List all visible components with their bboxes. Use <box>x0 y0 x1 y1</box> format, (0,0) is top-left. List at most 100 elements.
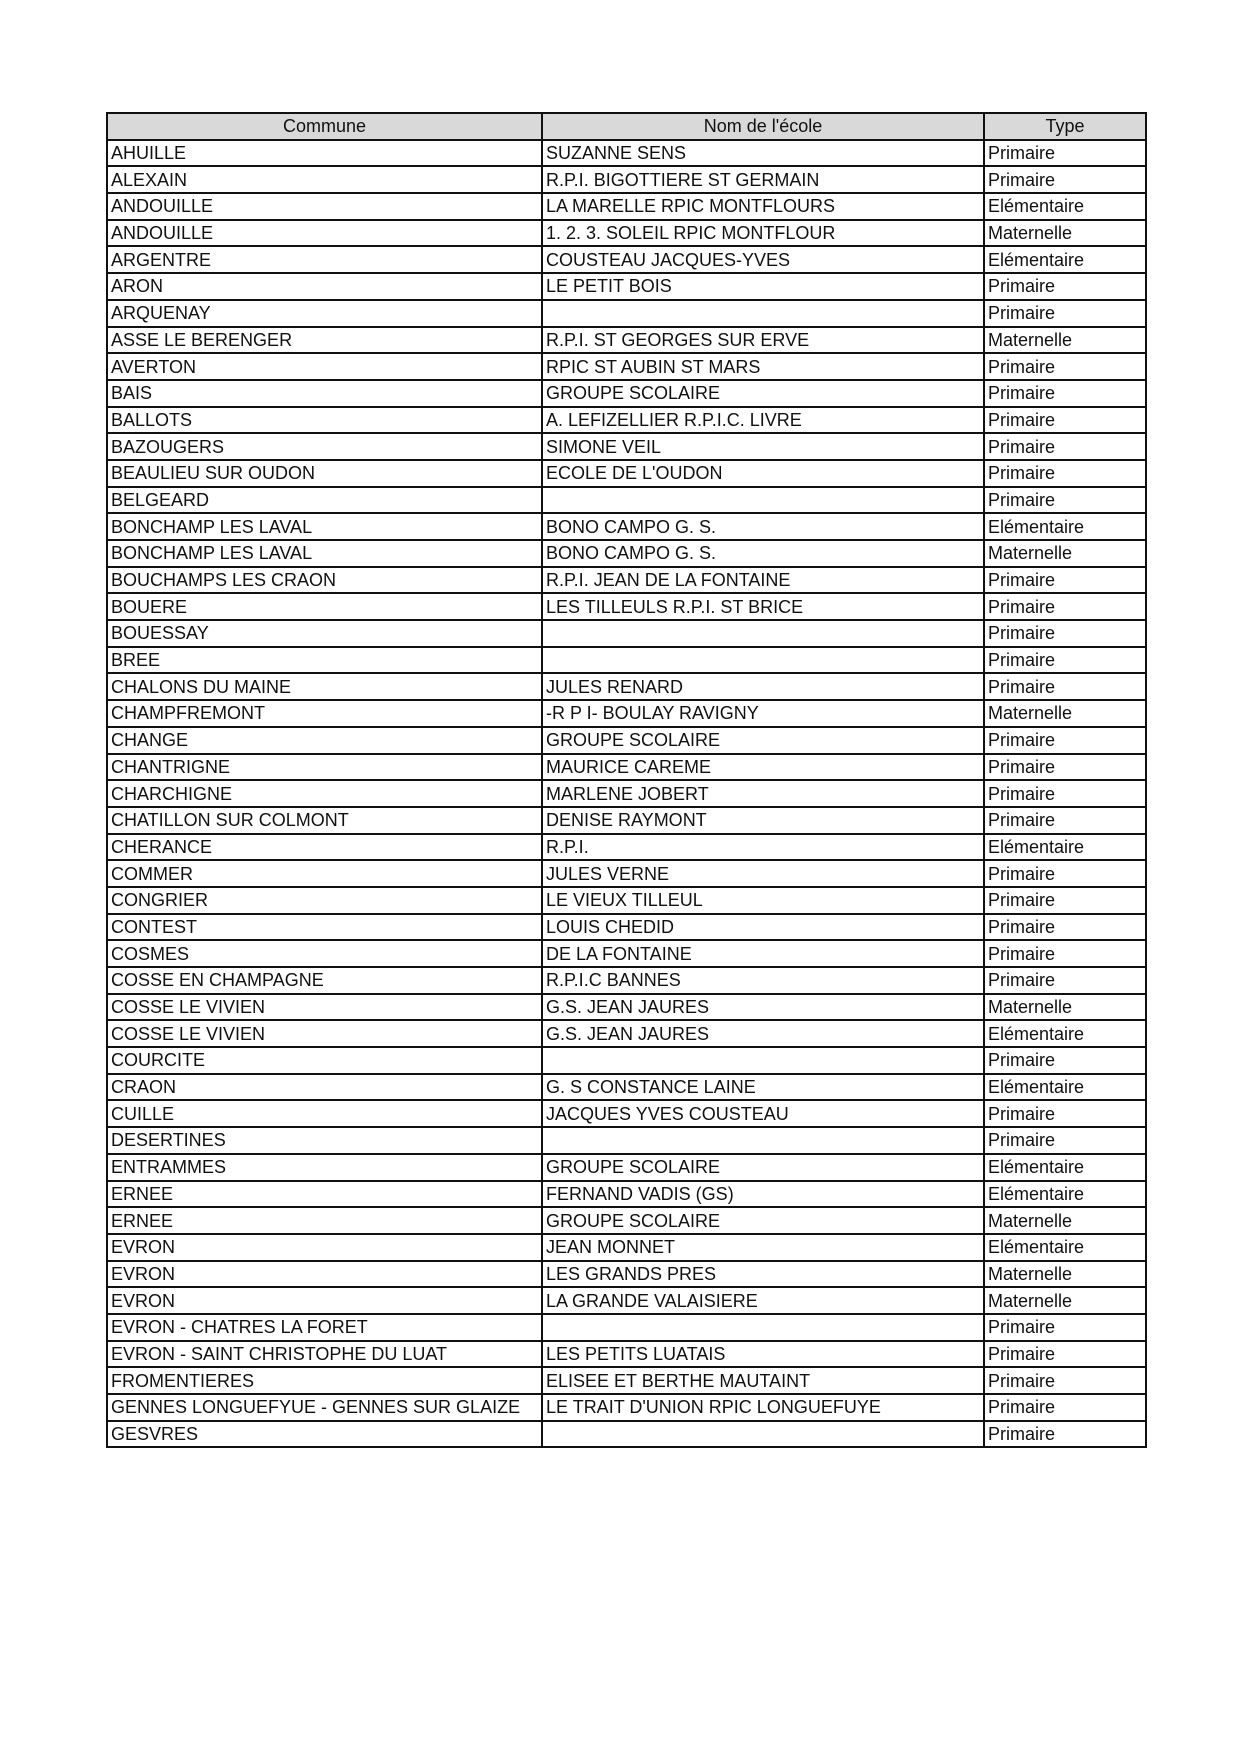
table-row: BONCHAMP LES LAVAL BONO CAMPO G. S. Matern… <box>106 539 1147 568</box>
table-row: BALLOTS A. LEFIZELLIER R.P.I.C. LIVRE Prim… <box>106 405 1147 435</box>
commune-cell: ARQUENAY <box>106 298 543 328</box>
header-type: Type <box>983 112 1147 141</box>
commune-cell: CHAMPFREMONT <box>106 699 543 728</box>
table-row: CONGRIER LE VIEUX TILLEUL Primaire <box>106 885 1147 915</box>
commune-cell: CHALONS DU MAINE <box>106 672 543 702</box>
schools-table: Commune Nom de l'école Type AHUILLE SUZAN… <box>106 112 1147 1449</box>
commune-cell: CHERANCE <box>106 832 543 862</box>
school-name-cell: GROUPE SCOLAIRE <box>541 1152 985 1182</box>
commune-cell: CHANTRIGNE <box>106 752 543 782</box>
commune-cell: ERNEE <box>106 1206 543 1235</box>
commune-cell: ARON <box>106 272 543 301</box>
school-name-cell: ECOLE DE L'OUDON <box>541 458 985 488</box>
school-name-cell: COUSTEAU JACQUES-YVES <box>541 245 985 275</box>
type-cell: Maternelle <box>983 1259 1147 1289</box>
commune-cell: AHUILLE <box>106 138 543 168</box>
type-cell: Primaire <box>983 619 1147 648</box>
type-cell: Primaire <box>983 165 1147 195</box>
table-row: ASSE LE BERENGER R.P.I. ST GEORGES SUR ER… <box>106 325 1147 355</box>
commune-cell: CHANGE <box>106 725 543 755</box>
commune-cell: COSSE EN CHAMPAGNE <box>106 966 543 995</box>
school-name-cell: SUZANNE SENS <box>541 138 985 168</box>
type-cell: Primaire <box>983 1419 1147 1449</box>
table-row: ARON LE PETIT BOIS Primaire <box>106 272 1147 301</box>
commune-cell: EVRON - SAINT CHRISTOPHE DU LUAT <box>106 1339 543 1369</box>
commune-cell: CONGRIER <box>106 885 543 915</box>
type-cell: Primaire <box>983 752 1147 782</box>
commune-cell: BREE <box>106 645 543 675</box>
type-cell: Primaire <box>983 1046 1147 1075</box>
table-row: ANDOUILLE LA MARELLE RPIC MONTFLOURS Eléme… <box>106 192 1147 221</box>
commune-cell: COSMES <box>106 939 543 968</box>
school-name-cell: LOUIS CHEDID <box>541 912 985 942</box>
school-name-cell: G.S. JEAN JAURES <box>541 992 985 1022</box>
commune-cell: BOUERE <box>106 592 543 622</box>
school-name-cell: GROUPE SCOLAIRE <box>541 1206 985 1235</box>
table-row: COSSE LE VIVIEN G.S. JEAN JAURES Maternell… <box>106 992 1147 1022</box>
table-row: BAZOUGERS SIMONE VEIL Primaire <box>106 432 1147 461</box>
school-name-cell: JACQUES YVES COUSTEAU <box>541 1099 985 1129</box>
commune-cell: ALEXAIN <box>106 165 543 195</box>
table-row: EVRON - CHATRES LA FORET Primaire <box>106 1312 1147 1342</box>
table-row: GENNES LONGUEFYUE - GENNES SUR GLAIZE LE … <box>106 1393 1147 1422</box>
table-row: BONCHAMP LES LAVAL BONO CAMPO G. S. Elémen… <box>106 512 1147 541</box>
commune-cell: CONTEST <box>106 912 543 942</box>
commune-cell: EVRON - CHATRES LA FORET <box>106 1312 543 1342</box>
table-row: BEAULIEU SUR OUDON ECOLE DE L'OUDON Primai… <box>106 458 1147 488</box>
school-name-cell: A. LEFIZELLIER R.P.I.C. LIVRE <box>541 405 985 435</box>
type-cell: Maternelle <box>983 1206 1147 1235</box>
commune-cell: EVRON <box>106 1286 543 1315</box>
table-row: BREE Primaire <box>106 645 1147 675</box>
commune-cell: GESVRES <box>106 1419 543 1449</box>
commune-cell: ENTRAMMES <box>106 1152 543 1182</box>
school-name-cell <box>541 645 985 675</box>
school-name-cell <box>541 1312 985 1342</box>
table-row: AVERTON RPIC ST AUBIN ST MARS Primaire <box>106 352 1147 381</box>
table-row: BAIS GROUPE SCOLAIRE Primaire <box>106 378 1147 408</box>
table-row: ENTRAMMES GROUPE SCOLAIRE Elémentaire <box>106 1152 1147 1182</box>
commune-cell: ASSE LE BERENGER <box>106 325 543 355</box>
commune-cell: ERNEE <box>106 1179 543 1209</box>
type-cell: Elémentaire <box>983 1179 1147 1209</box>
type-cell: Primaire <box>983 1099 1147 1129</box>
header-commune: Commune <box>106 112 543 141</box>
table-row: ERNEE GROUPE SCOLAIRE Maternelle <box>106 1206 1147 1235</box>
school-name-cell: LES TILLEULS R.P.I. ST BRICE <box>541 592 985 622</box>
type-cell: Maternelle <box>983 992 1147 1022</box>
table-row: BOUCHAMPS LES CRAON R.P.I. JEAN DE LA FON… <box>106 565 1147 595</box>
commune-cell: BALLOTS <box>106 405 543 435</box>
type-cell: Primaire <box>983 885 1147 915</box>
type-cell: Primaire <box>983 645 1147 675</box>
type-cell: Maternelle <box>983 699 1147 728</box>
table-row: CHALONS DU MAINE JULES RENARD Primaire <box>106 672 1147 702</box>
table-row: COMMER JULES VERNE Primaire <box>106 859 1147 888</box>
school-name-cell: G. S CONSTANCE LAINE <box>541 1072 985 1102</box>
type-cell: Elémentaire <box>983 245 1147 275</box>
school-name-cell: JULES RENARD <box>541 672 985 702</box>
table-row: CUILLE JACQUES YVES COUSTEAU Primaire <box>106 1099 1147 1129</box>
commune-cell: BAZOUGERS <box>106 432 543 461</box>
commune-cell: ANDOUILLE <box>106 192 543 221</box>
commune-cell: BAIS <box>106 378 543 408</box>
type-cell: Primaire <box>983 912 1147 942</box>
table-row: EVRON LA GRANDE VALAISIERE Maternelle <box>106 1286 1147 1315</box>
school-name-cell: BONO CAMPO G. S. <box>541 539 985 568</box>
school-name-cell: LES PETITS LUATAIS <box>541 1339 985 1369</box>
type-cell: Primaire <box>983 1312 1147 1342</box>
school-name-cell: GROUPE SCOLAIRE <box>541 725 985 755</box>
school-name-cell: DENISE RAYMONT <box>541 805 985 835</box>
commune-cell: CUILLE <box>106 1099 543 1129</box>
school-name-cell <box>541 1126 985 1155</box>
school-name-cell: LA GRANDE VALAISIERE <box>541 1286 985 1315</box>
type-cell: Maternelle <box>983 539 1147 568</box>
table-row: ARGENTRE COUSTEAU JACQUES-YVES Elémentaire <box>106 245 1147 275</box>
school-name-cell: R.P.I. <box>541 832 985 862</box>
type-cell: Primaire <box>983 1393 1147 1422</box>
school-name-cell: JEAN MONNET <box>541 1232 985 1262</box>
school-name-cell: JULES VERNE <box>541 859 985 888</box>
commune-cell: BONCHAMP LES LAVAL <box>106 539 543 568</box>
school-name-cell: BONO CAMPO G. S. <box>541 512 985 541</box>
commune-cell: COMMER <box>106 859 543 888</box>
type-cell: Elémentaire <box>983 1072 1147 1102</box>
school-name-cell <box>541 298 985 328</box>
